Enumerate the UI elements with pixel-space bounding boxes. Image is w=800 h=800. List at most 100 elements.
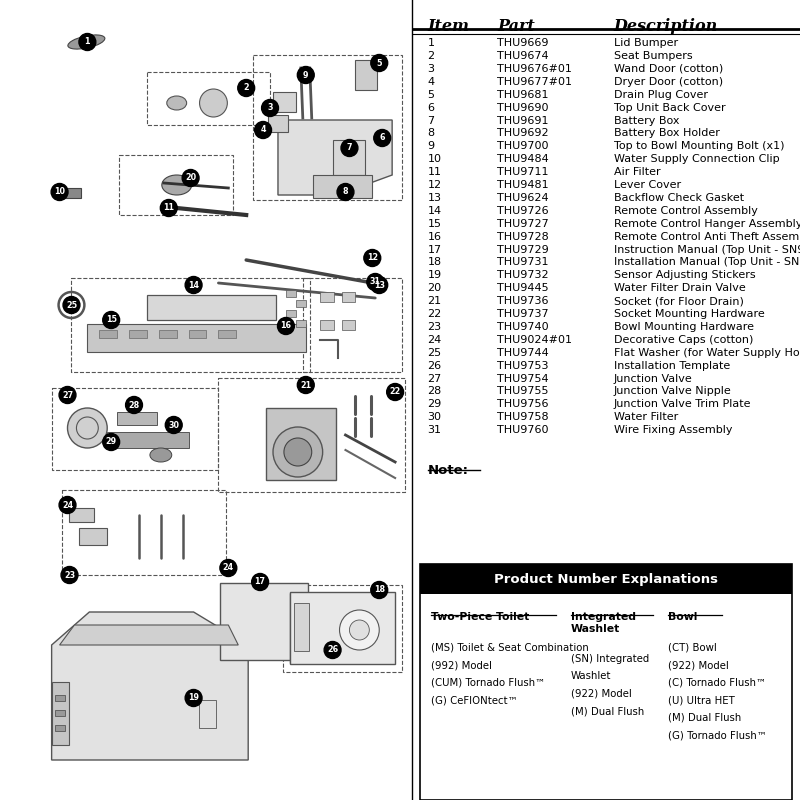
Circle shape: [59, 386, 76, 403]
Text: 4: 4: [260, 126, 266, 134]
Text: 12: 12: [366, 254, 378, 262]
Text: 7: 7: [346, 143, 352, 153]
Text: 15: 15: [106, 315, 117, 325]
Circle shape: [364, 250, 381, 266]
Text: Battery Box: Battery Box: [614, 115, 679, 126]
Circle shape: [185, 277, 202, 294]
Circle shape: [371, 54, 388, 71]
Text: (U) Ultra HET: (U) Ultra HET: [668, 695, 735, 706]
Text: THU9726: THU9726: [498, 206, 549, 216]
Polygon shape: [333, 140, 366, 175]
Text: 17: 17: [254, 578, 266, 586]
Text: Installation Manual (Top Unit - SN992M): Installation Manual (Top Unit - SN992M): [614, 258, 800, 267]
Text: 20: 20: [185, 174, 196, 182]
Bar: [286, 310, 296, 317]
Ellipse shape: [68, 35, 105, 49]
Text: 11: 11: [427, 167, 442, 177]
Bar: [320, 292, 334, 302]
Text: THU9692: THU9692: [498, 129, 549, 138]
Text: 5: 5: [427, 90, 434, 100]
Ellipse shape: [166, 96, 186, 110]
Text: THU9727: THU9727: [498, 218, 549, 229]
Circle shape: [182, 170, 199, 186]
Text: 24: 24: [427, 335, 442, 345]
Text: 30: 30: [427, 412, 442, 422]
Text: 13: 13: [427, 193, 442, 203]
Circle shape: [324, 642, 341, 658]
Bar: [129, 330, 147, 338]
Text: THU9674: THU9674: [498, 51, 549, 61]
Text: (922) Model: (922) Model: [668, 660, 729, 670]
Text: 8: 8: [342, 187, 348, 197]
Ellipse shape: [162, 175, 192, 195]
Polygon shape: [290, 593, 375, 663]
Polygon shape: [273, 92, 296, 112]
Text: (MS) Toilet & Seat Combination: (MS) Toilet & Seat Combination: [431, 642, 589, 653]
Text: THU9700: THU9700: [498, 142, 549, 151]
Text: (992) Model: (992) Model: [431, 660, 492, 670]
Text: (G) Tornado Flush™: (G) Tornado Flush™: [668, 730, 767, 741]
Text: THU9728: THU9728: [498, 232, 549, 242]
Polygon shape: [70, 508, 94, 522]
Text: 22: 22: [427, 309, 442, 319]
Text: 21: 21: [427, 296, 442, 306]
Polygon shape: [79, 528, 107, 545]
Text: THU9758: THU9758: [498, 412, 549, 422]
Circle shape: [374, 130, 390, 146]
Text: 6: 6: [427, 102, 434, 113]
Text: Top to Bowl Mounting Bolt (x1): Top to Bowl Mounting Bolt (x1): [614, 142, 784, 151]
Text: 2: 2: [427, 51, 434, 61]
Text: 9: 9: [427, 142, 434, 151]
Text: THU9732: THU9732: [498, 270, 549, 280]
Text: 29: 29: [427, 399, 442, 410]
Circle shape: [220, 559, 237, 577]
Text: Top Unit Back Cover: Top Unit Back Cover: [614, 102, 726, 113]
Text: 6: 6: [379, 134, 385, 142]
Text: THU9736: THU9736: [498, 296, 549, 306]
Text: 1: 1: [427, 38, 434, 48]
Circle shape: [367, 274, 384, 290]
Bar: [198, 700, 217, 728]
Text: Air Filter: Air Filter: [614, 167, 660, 177]
Circle shape: [298, 66, 314, 83]
Text: 18: 18: [427, 258, 442, 267]
Text: 19: 19: [188, 694, 199, 702]
Circle shape: [51, 183, 68, 201]
Text: THU9676#01: THU9676#01: [498, 64, 572, 74]
Text: Part: Part: [498, 18, 535, 34]
Text: 16: 16: [427, 232, 442, 242]
Text: Lid Bumper: Lid Bumper: [614, 38, 678, 48]
Text: 24: 24: [62, 501, 73, 510]
Polygon shape: [59, 625, 238, 645]
Text: 21: 21: [300, 381, 311, 390]
Polygon shape: [147, 295, 276, 320]
Text: 10: 10: [427, 154, 442, 164]
Text: THU9677#01: THU9677#01: [498, 77, 572, 87]
Text: 7: 7: [427, 115, 434, 126]
Text: Bowl Mounting Hardware: Bowl Mounting Hardware: [614, 322, 754, 332]
Text: Two-Piece Toilet: Two-Piece Toilet: [431, 612, 530, 622]
Text: Decorative Caps (cotton): Decorative Caps (cotton): [614, 335, 753, 345]
Text: Description: Description: [614, 18, 718, 34]
Polygon shape: [117, 412, 157, 425]
Text: 27: 27: [427, 374, 442, 383]
Polygon shape: [87, 324, 306, 352]
Polygon shape: [355, 60, 378, 90]
Text: 10: 10: [54, 187, 65, 197]
Text: Drain Plug Cover: Drain Plug Cover: [614, 90, 708, 100]
Text: (M) Dual Flush: (M) Dual Flush: [571, 706, 644, 717]
Bar: [420, 564, 792, 800]
Text: THU9711: THU9711: [498, 167, 549, 177]
Text: 19: 19: [427, 270, 442, 280]
Text: 23: 23: [427, 322, 442, 332]
Circle shape: [371, 582, 388, 598]
Text: 18: 18: [374, 586, 385, 594]
Text: Bowl: Bowl: [668, 612, 698, 622]
Text: (922) Model: (922) Model: [571, 689, 632, 699]
Text: Flat Washer (for Water Supply Hose): Flat Washer (for Water Supply Hose): [614, 348, 800, 358]
Text: 16: 16: [281, 322, 291, 330]
Bar: [286, 290, 296, 297]
Text: Wire Fixing Assembly: Wire Fixing Assembly: [614, 425, 732, 435]
Polygon shape: [268, 115, 288, 132]
Text: THU9445: THU9445: [498, 283, 549, 294]
